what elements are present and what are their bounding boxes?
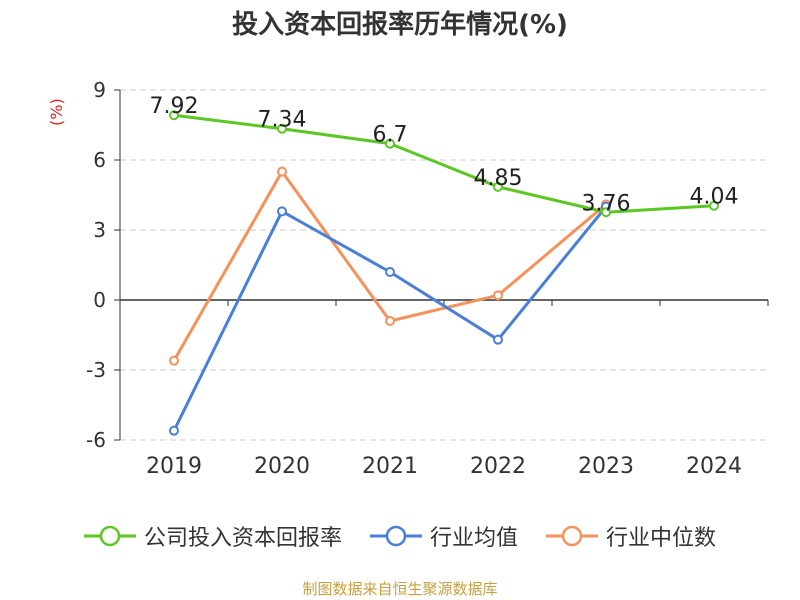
data-point (169, 110, 179, 121)
data-point (277, 123, 287, 134)
legend-item[interactable]: 公司投入资本回报率 (83, 520, 342, 552)
legend-marker-icon (546, 525, 598, 547)
x-tick-label: 2022 (470, 454, 526, 479)
x-tick-label: 2024 (686, 454, 742, 479)
data-point (277, 206, 287, 217)
data-point (385, 316, 395, 326)
y-tick-label: 0 (93, 288, 106, 312)
x-tick-label: 2021 (362, 454, 418, 479)
data-point (169, 355, 179, 366)
legend-item[interactable]: 行业均值 (369, 520, 518, 552)
series-line (173, 113, 715, 214)
y-tick-label: -3 (86, 358, 106, 382)
data-point (709, 200, 719, 211)
x-tick-label: 2023 (578, 454, 634, 479)
data-source: 制图数据来自恒生聚源数据库 (302, 580, 498, 598)
data-point (493, 290, 503, 301)
y-tick-label: -6 (86, 428, 106, 452)
x-tick-label: 2019 (146, 454, 202, 479)
y-tick-label: 3 (93, 218, 106, 242)
data-point (385, 267, 395, 277)
y-tick-label: 9 (93, 78, 106, 102)
data-point (601, 207, 611, 218)
legend-label: 行业均值 (429, 526, 518, 551)
data-point (493, 181, 503, 192)
legend-label: 行业中位数 (606, 526, 717, 551)
data-point (169, 425, 179, 436)
data-label: 3.76 (582, 191, 631, 216)
data-point (277, 166, 287, 177)
data-point (493, 334, 503, 345)
series-line (172, 170, 607, 362)
line-chart: 9 6 3 0 -3 -6 2019 2020 2021 2022 2023 2024 7.92 7.34… (86, 78, 769, 479)
data-label: 7.92 (150, 94, 199, 119)
chart-title: 投入资本回报率历年情况(%) (232, 10, 568, 40)
legend-marker-icon (83, 525, 136, 547)
legend-item[interactable]: 行业中位数 (546, 520, 716, 552)
legend-label: 公司投入资本回报率 (143, 526, 342, 551)
legend-marker-icon (369, 525, 422, 547)
data-label: 6.7 (373, 123, 408, 148)
x-tick-label: 2020 (254, 454, 310, 479)
data-label: 7.34 (258, 108, 307, 133)
data-point (385, 138, 395, 149)
legend: 公司投入资本回报率 行业均值 行业中位数 (0, 520, 800, 552)
data-label: 4.85 (474, 166, 523, 191)
data-label: 4.04 (690, 185, 739, 210)
y-tick-label: 6 (93, 148, 106, 172)
